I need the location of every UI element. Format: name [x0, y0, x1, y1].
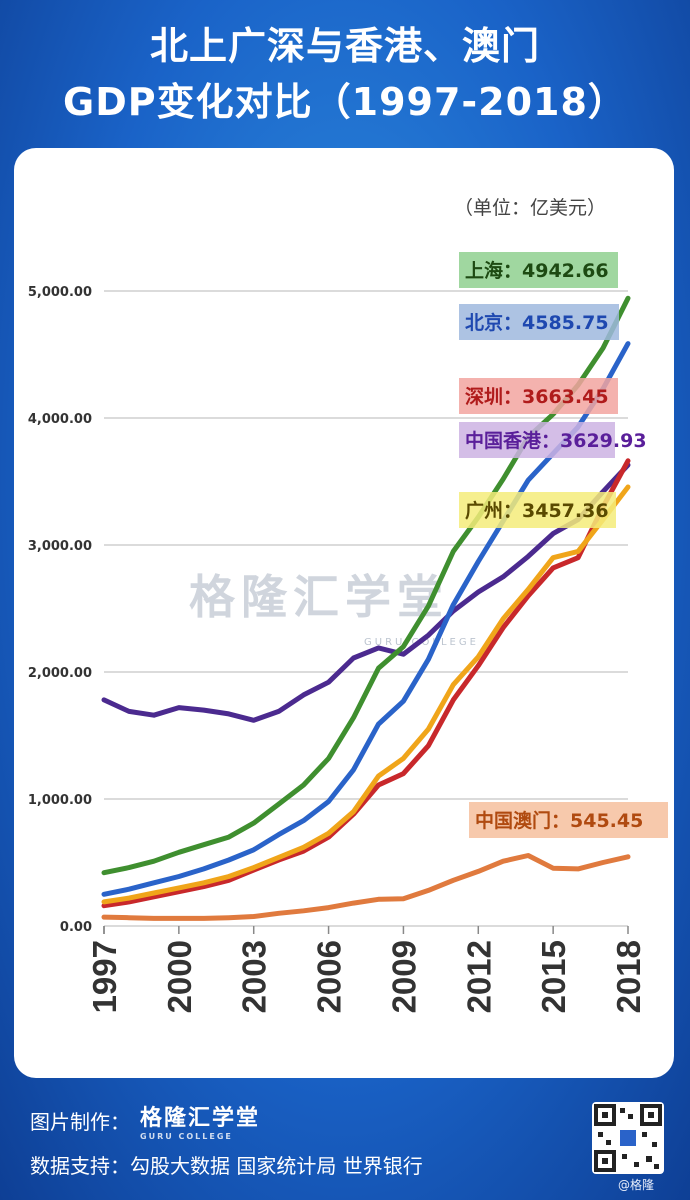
series-line — [101, 484, 631, 905]
brand-subtitle: GURU COLLEGE — [140, 1131, 233, 1141]
end-label-box — [459, 492, 616, 528]
brand-name: 格隆汇学堂 — [140, 1105, 261, 1131]
end-label-text: 广州：3457.36 — [465, 499, 609, 522]
series-line — [101, 853, 631, 921]
line-chart: 格隆汇学堂 GURU COLLEGE （单位：亿美元） 0.001,000.00… — [28, 197, 668, 1013]
title-line-2: GDP变化对比（1997-2018） — [63, 80, 627, 124]
end-label-text: 中国澳门：545.45 — [475, 809, 643, 832]
title-line-1: 北上广深与香港、澳门 — [149, 24, 540, 68]
made-by-label: 图片制作： — [30, 1109, 130, 1134]
footer: 图片制作： 格隆汇学堂 GURU COLLEGE 数据支持：勾股大数据 国家统计… — [30, 1100, 423, 1179]
y-tick-label: 4,000.00 — [28, 412, 92, 427]
y-tick-label: 2,000.00 — [28, 666, 92, 681]
end-label-box — [459, 378, 618, 414]
y-axis: 0.00 1,000.00 2,000.00 3,000.00 4,000.00 5,00… — [28, 285, 92, 935]
series-line — [101, 341, 631, 897]
watermark-text: 格隆汇学堂 — [189, 570, 449, 624]
end-label-text: 上海：4942.66 — [465, 259, 609, 282]
x-tick-label: 2018 — [610, 940, 647, 1013]
x-tick-label: 2012 — [460, 940, 497, 1013]
end-label-text: 中国香港：3629.93 — [465, 429, 647, 452]
end-label-box — [459, 304, 619, 340]
end-label-box — [459, 422, 615, 458]
x-tick-label: 2000 — [161, 940, 198, 1013]
weibo-handle: @格隆 — [618, 1178, 655, 1192]
chart-panel: 格隆汇学堂 GURU COLLEGE （单位：亿美元） 0.00 1,000.00… — [14, 148, 674, 1078]
qr-code-icon — [592, 1102, 664, 1174]
data-source: 数据支持：勾股大数据 国家统计局 世界银行 — [30, 1154, 423, 1178]
y-tick-label: 1,000.00 — [28, 793, 92, 808]
x-tick-label: 2015 — [535, 940, 572, 1013]
series-line — [101, 462, 631, 723]
end-label-text: 北京：4585.75 — [465, 311, 609, 334]
chart-title: 北上广深与香港、澳门 GDP变化对比（1997-2018） — [0, 18, 690, 130]
y-tick-label: 0.00 — [60, 920, 92, 935]
x-tick-label: 2006 — [311, 940, 348, 1013]
x-tick-label: 1997 — [86, 940, 123, 1013]
end-label-text: 深圳：3663.45 — [465, 385, 609, 408]
end-label-box — [469, 802, 668, 838]
end-label-box — [459, 252, 618, 288]
x-axis: 1997 2000 2003 2006 2009 2012 2015 2018 — [86, 926, 647, 1013]
x-tick-label: 2009 — [385, 940, 422, 1013]
end-labels: 中国香港：3629.93 上海：4942.66 北京：4585.75 深圳：3663.… — [459, 252, 668, 838]
series-lines — [101, 295, 631, 921]
y-tick-label: 5,000.00 — [28, 285, 92, 300]
brand-logo: 格隆汇学堂 GURU COLLEGE — [140, 1100, 260, 1141]
unit-label: （单位：亿美元） — [454, 197, 606, 219]
y-tick-label: 3,000.00 — [28, 539, 92, 554]
x-tick-label: 2003 — [236, 940, 273, 1013]
series-line — [101, 458, 631, 909]
